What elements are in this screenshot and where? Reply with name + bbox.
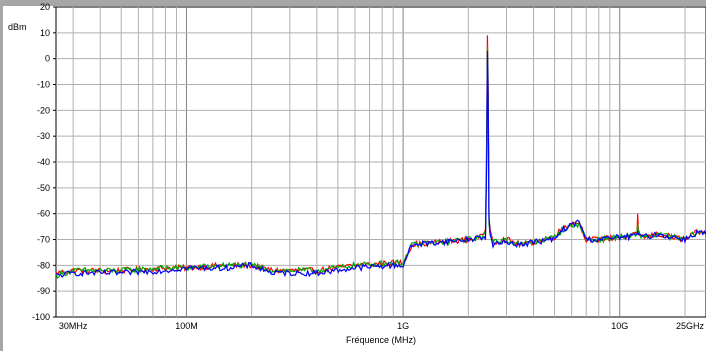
y-tick-labels: 20 10 0 -10 -20 -30 -40 -50 -60 -70 -80 -90 -100 — [32, 2, 56, 322]
x-tick-label: 100M — [175, 321, 198, 331]
y-axis-label: dBm — [8, 22, 27, 32]
window-top-bar — [0, 0, 706, 6]
x-tick-labels: 30MHz 100M 1G 10G 25GHz — [59, 321, 705, 331]
y-tick-label: 20 — [40, 2, 50, 12]
y-tick-label: -80 — [37, 260, 50, 270]
x-tick-label: 10G — [611, 321, 628, 331]
x-tick-label: 30MHz — [59, 321, 88, 331]
x-tick-label: 25GHz — [676, 321, 705, 331]
y-tick-label: -40 — [37, 157, 50, 167]
x-axis-label: Fréquence (MHz) — [346, 335, 416, 345]
y-tick-label: -30 — [37, 131, 50, 141]
x-tick-label: 1G — [397, 321, 409, 331]
series-line-3 — [55, 50, 706, 278]
y-tick-label: -50 — [37, 183, 50, 193]
window-left-bar — [0, 0, 3, 351]
series-layer — [55, 35, 706, 280]
y-tick-label: -10 — [37, 80, 50, 90]
y-tick-label: -60 — [37, 209, 50, 219]
y-tick-label: -90 — [37, 286, 50, 296]
y-tick-label: -100 — [32, 312, 50, 322]
y-tick-label: -20 — [37, 105, 50, 115]
y-tick-label: 10 — [40, 28, 50, 38]
y-tick-label: 0 — [45, 54, 50, 64]
y-tick-label: -70 — [37, 235, 50, 245]
